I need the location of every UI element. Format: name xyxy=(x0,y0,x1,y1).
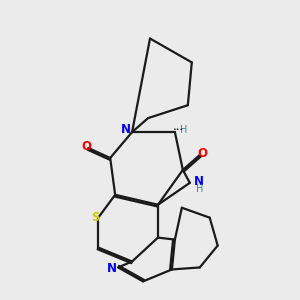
Text: N: N xyxy=(107,262,117,275)
Text: N: N xyxy=(194,175,204,188)
Text: •••: ••• xyxy=(172,127,184,132)
Text: O: O xyxy=(81,140,91,153)
Text: S: S xyxy=(92,211,100,224)
Text: N: N xyxy=(121,124,131,136)
Text: O: O xyxy=(197,147,207,160)
Text: H: H xyxy=(196,184,203,194)
Text: H: H xyxy=(180,125,187,135)
